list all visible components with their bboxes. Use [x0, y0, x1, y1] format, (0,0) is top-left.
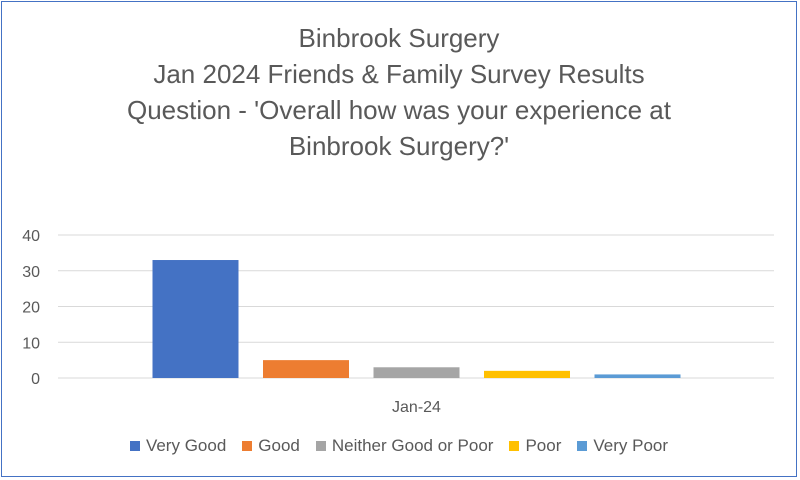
x-tick-label-0: Jan-24 — [392, 399, 441, 416]
bar-very-good — [152, 260, 239, 378]
legend-label-poor: Poor — [525, 436, 562, 455]
legend-item-neither: Neither Good or Poor — [315, 436, 494, 456]
y-tick-label-4: 40 — [22, 228, 40, 245]
bar-poor — [484, 370, 570, 378]
legend-swatch-very-good — [129, 441, 140, 451]
legend-label-very-poor: Very Poor — [593, 436, 669, 455]
legend-label-neither: Neither Good or Poor — [331, 436, 494, 455]
legend-swatch-neither — [315, 441, 326, 451]
legend-label-good: Good — [258, 436, 300, 455]
chart-title-line-2: Jan 2024 Friends & Family Survey Results — [153, 59, 645, 89]
chart-title-line-1: Binbrook Surgery — [298, 23, 500, 53]
legend-swatch-very-poor — [577, 441, 588, 451]
legend-item-very-good: Very Good — [129, 436, 227, 456]
y-tick-label-1: 10 — [22, 335, 40, 352]
bar-very-poor — [594, 374, 681, 378]
legend-item-poor: Poor — [509, 436, 561, 456]
bar-neither-good-or-poor — [373, 367, 460, 378]
chart-title-line-3: Question - 'Overall how was your experie… — [127, 95, 671, 125]
legend-swatch-poor — [509, 441, 520, 451]
legend-item-very-poor: Very Poor — [577, 436, 668, 456]
legend-label-very-good: Very Good — [145, 436, 227, 455]
legend-item-good: Good — [242, 436, 300, 456]
chart-title-line-4: Binbrook Surgery?' — [288, 131, 510, 161]
y-tick-label-0: 0 — [31, 371, 40, 388]
chart-title: Binbrook Surgery Jan 2024 Friends & Fami… — [2, 20, 796, 164]
y-tick-label-2: 20 — [22, 300, 40, 317]
bar-good — [263, 360, 349, 378]
chart-legend: Very Good Good Neither Good or Poor Poor… — [2, 436, 796, 456]
y-tick-label-3: 30 — [22, 264, 40, 281]
legend-swatch-good — [242, 441, 253, 451]
